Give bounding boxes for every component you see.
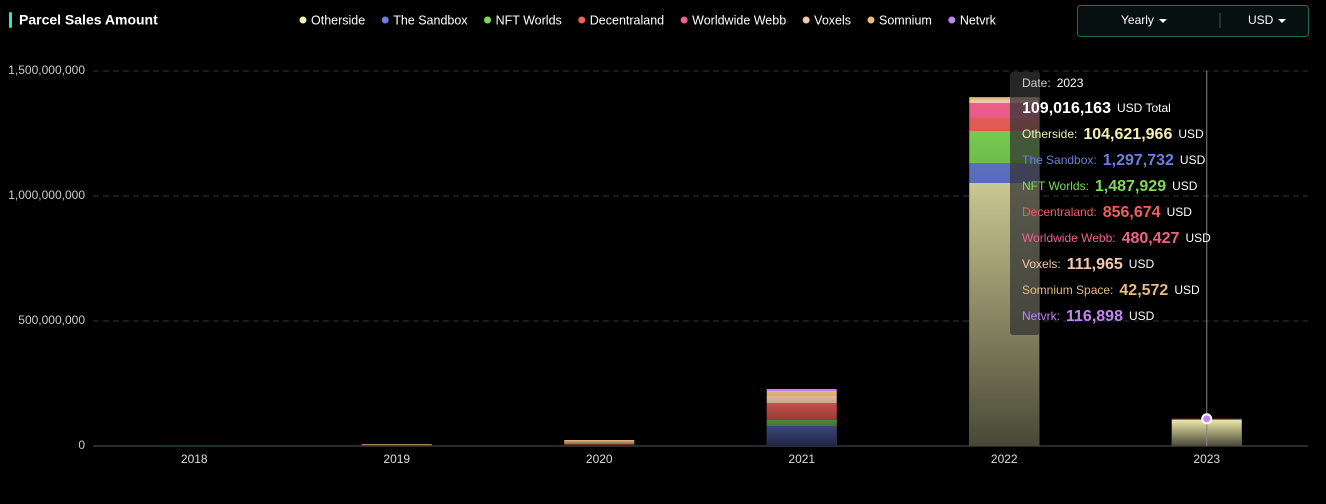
legend-swatch	[803, 17, 810, 24]
legend-label: Decentraland	[590, 13, 664, 27]
tooltip-row-unit: USD	[1185, 231, 1211, 245]
legend-swatch	[868, 17, 875, 24]
chart-title: Parcel Sales Amount	[19, 12, 158, 28]
legend-label: Somnium	[879, 13, 932, 27]
tooltip-row-value: 111,965	[1067, 256, 1123, 273]
tooltip-row-name: Otherside:	[1022, 127, 1077, 141]
bar-shade	[362, 444, 432, 446]
legend-swatch	[681, 17, 688, 24]
tooltip-row-unit: USD	[1129, 257, 1155, 271]
tooltip-row-value: 480,427	[1122, 230, 1180, 247]
tooltip-total: 109,016,163	[1022, 100, 1111, 117]
y-tick-label: 1,000,000,000	[8, 188, 85, 202]
tooltip-row-name: Worldwide Webb:	[1022, 231, 1116, 245]
tooltip-row-name: Netvrk:	[1022, 309, 1060, 323]
tooltip-row-unit: USD	[1129, 309, 1155, 323]
tooltip-row-value: 856,674	[1103, 204, 1161, 221]
bar-shade	[564, 440, 634, 446]
tooltip-date: 2023	[1057, 76, 1084, 90]
x-tick-label: 2020	[586, 452, 613, 466]
currency-select[interactable]: USD	[1248, 13, 1274, 27]
legend-swatch	[578, 17, 585, 24]
title-accent	[9, 12, 12, 28]
legend-swatch	[948, 17, 955, 24]
legend-label: The Sandbox	[393, 13, 468, 27]
tooltip-row-name: Decentraland:	[1022, 205, 1097, 219]
x-tick-label: 2018	[181, 452, 208, 466]
period-select[interactable]: Yearly	[1121, 13, 1154, 27]
x-tick-label: 2023	[1193, 452, 1220, 466]
tooltip-row-value: 42,572	[1119, 282, 1168, 299]
hover-dot	[1202, 414, 1211, 423]
y-tick-label: 0	[78, 438, 85, 452]
y-tick-label: 1,500,000,000	[8, 63, 85, 77]
tooltip-row-unit: USD	[1172, 179, 1198, 193]
legend-label: Worldwide Webb	[692, 13, 786, 27]
tooltip-total-unit: USD Total	[1117, 101, 1171, 115]
legend-label: Netvrk	[960, 13, 997, 27]
tooltip-row-name: The Sandbox:	[1022, 153, 1097, 167]
tooltip-row-unit: USD	[1167, 205, 1193, 219]
tooltip-date-label: Date:	[1022, 76, 1051, 90]
tooltip-row-value: 116,898	[1066, 308, 1123, 325]
bar-shade	[767, 389, 837, 446]
tooltip-row-value: 104,621,966	[1083, 126, 1172, 143]
tooltip-row-unit: USD	[1180, 153, 1206, 167]
tooltip-row-value: 1,487,929	[1095, 178, 1166, 195]
tooltip-row-name: Voxels:	[1022, 257, 1061, 271]
controls-box	[1078, 6, 1309, 37]
tooltip-row-name: Somnium Space:	[1022, 283, 1113, 297]
x-tick-label: 2022	[991, 452, 1018, 466]
tooltip-row-value: 1,297,732	[1103, 152, 1174, 169]
legend-label: NFT Worlds	[496, 13, 562, 27]
bar-shade	[159, 446, 229, 447]
tooltip-row-unit: USD	[1178, 127, 1204, 141]
legend-swatch	[484, 17, 491, 24]
y-tick-label: 500,000,000	[18, 313, 85, 327]
legend-label: Voxels	[814, 13, 851, 27]
tooltip-row-name: NFT Worlds:	[1022, 179, 1089, 193]
x-tick-label: 2019	[383, 452, 410, 466]
legend-swatch	[300, 17, 307, 24]
legend-swatch	[382, 17, 389, 24]
legend-label: Otherside	[311, 13, 365, 27]
x-tick-label: 2021	[788, 452, 815, 466]
tooltip-row-unit: USD	[1174, 283, 1200, 297]
